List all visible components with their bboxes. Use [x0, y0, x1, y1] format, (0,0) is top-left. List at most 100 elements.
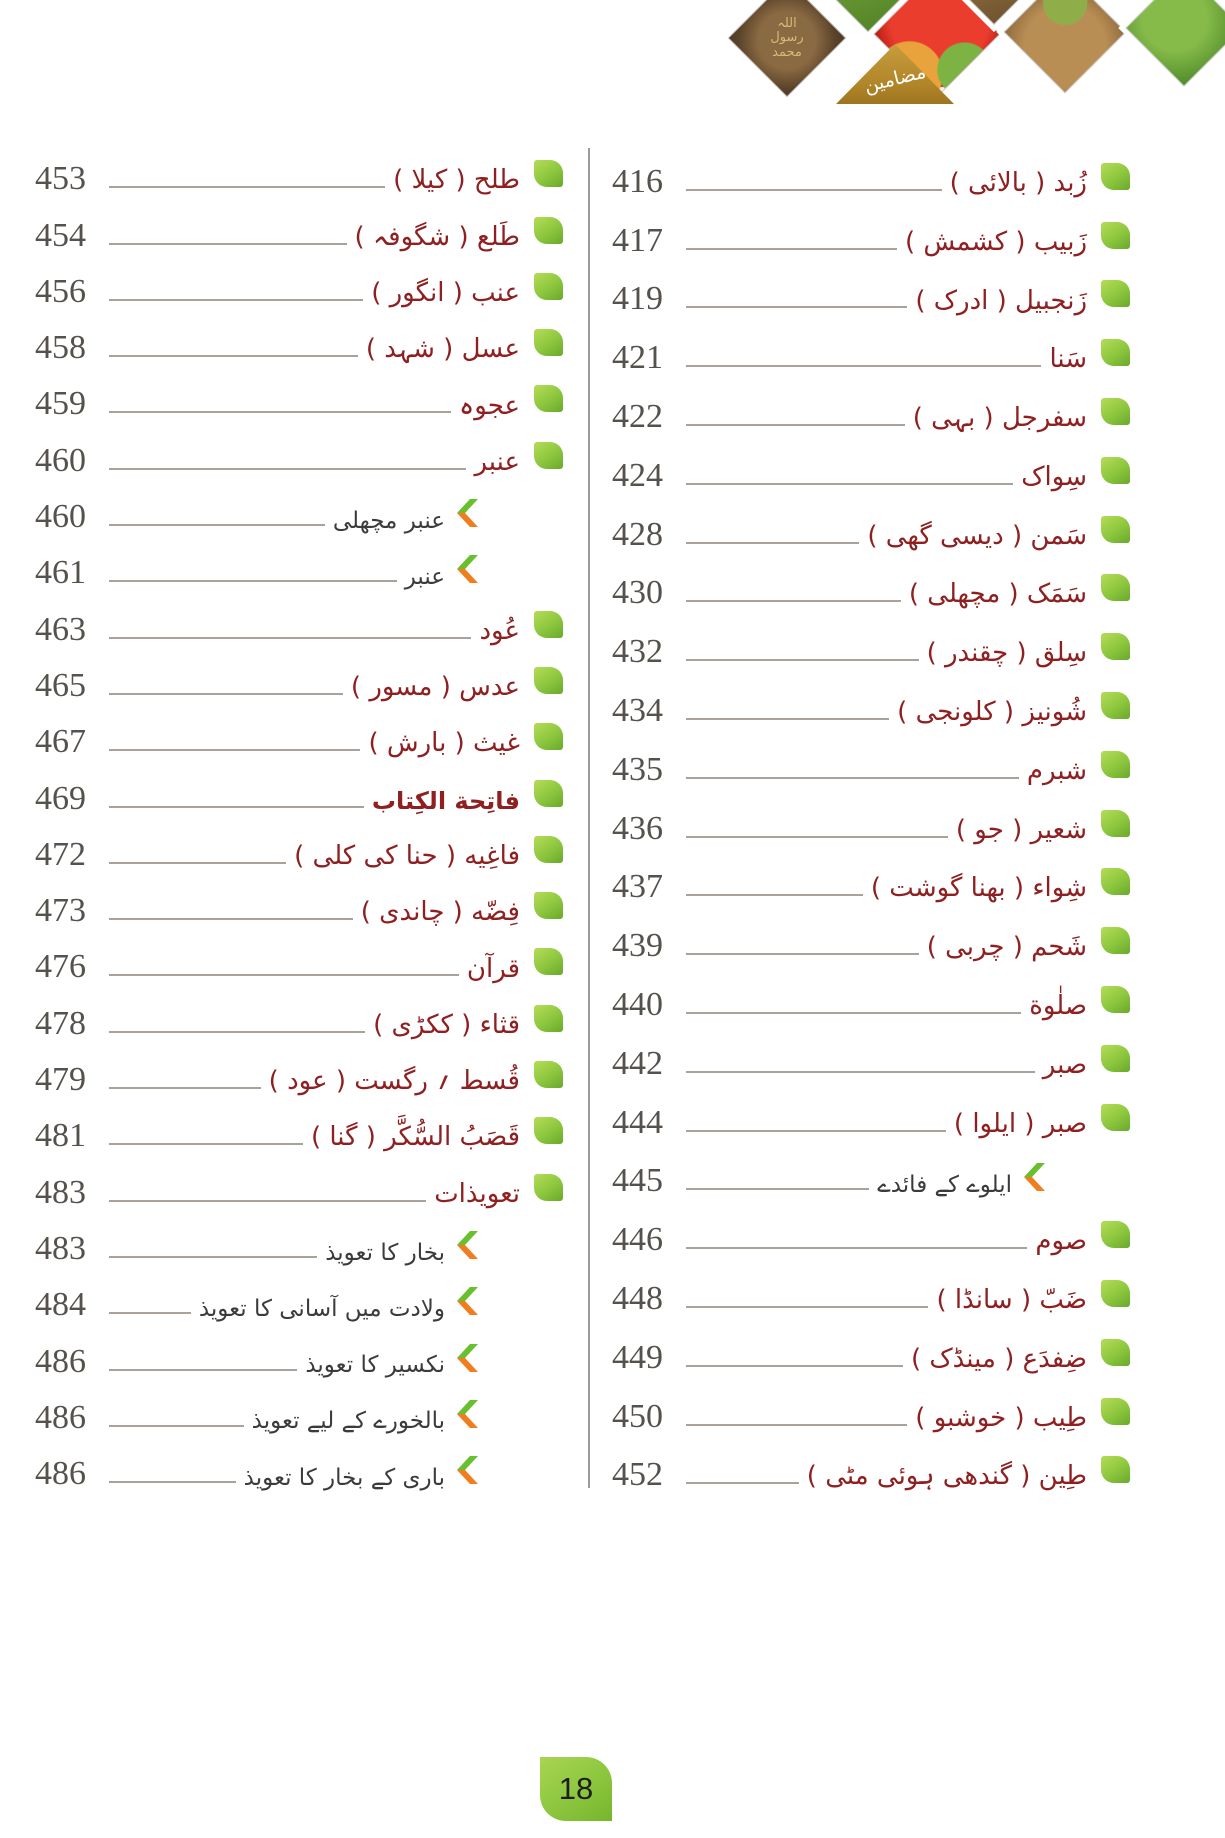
- entry-title: زَبیب ( کشمش ): [905, 226, 1087, 257]
- entry-page-number: 434: [612, 691, 663, 729]
- entry-title: عنبر: [404, 563, 445, 590]
- entry-page-number: 424: [612, 456, 663, 494]
- leader-line: [109, 524, 325, 527]
- toc-entry: 467 غیث ( بارش ): [35, 705, 563, 761]
- leader-line: [109, 918, 353, 921]
- toc-entry: 472 فاغِیه ( حنا کی کلی ): [35, 818, 563, 874]
- leader-line: [686, 659, 919, 662]
- entry-page-number: 442: [612, 1044, 663, 1082]
- leader-line: [686, 1129, 946, 1132]
- entry-title: سفرجل ( بہی ): [912, 403, 1087, 434]
- leaf-bullet-icon: [1101, 1103, 1130, 1131]
- entry-page-number: 428: [612, 515, 663, 553]
- leader-line: [109, 1255, 318, 1258]
- entry-title: طِین ( گندھی ہوئی مٹی ): [806, 1461, 1087, 1492]
- entry-page-number: 437: [612, 868, 663, 906]
- leader-line: [109, 974, 459, 977]
- entry-title: عسل ( شہد ): [365, 334, 520, 365]
- leaf-bullet-icon: [534, 441, 563, 469]
- leader-line: [686, 776, 1019, 779]
- leader-line: [109, 805, 364, 808]
- entry-page-number: 432: [612, 633, 663, 671]
- entry-title: ضَبّ ( سانڈا ): [936, 1285, 1087, 1316]
- entry-page-number: 439: [612, 927, 663, 965]
- entry-title: فاغِیه ( حنا کی کلی ): [294, 840, 520, 871]
- toc-entry: 476 قرآن: [35, 930, 563, 986]
- leader-line: [109, 749, 361, 752]
- toc-entry: 469 فاتِحة الکِتاب: [35, 761, 563, 817]
- leaf-bullet-icon: [534, 610, 563, 638]
- leaf-bullet-icon: [1101, 985, 1130, 1013]
- toc-subentry: 486 نکسیر کا تعویذ: [35, 1324, 563, 1380]
- toc-entry: 449 ضِفدَع ( مینڈک ): [612, 1318, 1130, 1377]
- entry-title: شِواء ( بھنا گوشت ): [870, 873, 1087, 904]
- leader-line: [109, 1368, 298, 1371]
- entry-page-number: 473: [35, 892, 86, 930]
- toc-entry: 446 صوم: [612, 1200, 1130, 1259]
- entry-page-number: 456: [35, 272, 86, 310]
- entry-title: سَمن ( دیسی گھی ): [867, 520, 1087, 551]
- entry-title: بالخورے کے لیے تعویذ: [251, 1408, 445, 1435]
- entry-page-number: 453: [35, 160, 86, 198]
- leaf-bullet-icon: [1101, 633, 1130, 661]
- entry-title: فاتِحة الکِتاب: [371, 786, 520, 815]
- leaf-bullet-icon: [1101, 397, 1130, 425]
- toc-column-left: 453 طلح ( کیلا ) 454 طَلع ( شگوفہ ) 456 عنب (…: [35, 142, 563, 1493]
- toc-entry: 465 عدس ( مسور ): [35, 649, 563, 705]
- toc-entry: 473 فِضّه ( چاندی ): [35, 874, 563, 930]
- entry-page-number: 486: [35, 1398, 86, 1436]
- entry-title: ایلوے کے فائدے: [877, 1171, 1012, 1198]
- leader-line: [109, 861, 287, 864]
- entry-title: ولادت میں آسانی کا تعویذ: [198, 1295, 445, 1322]
- green-herbs-diamond-image: [1125, 0, 1225, 87]
- entry-title: زُبد ( بالائی ): [949, 167, 1087, 198]
- entry-page-number: 481: [35, 1117, 86, 1155]
- entry-title: عدس ( مسور ): [350, 672, 520, 703]
- toc-entry: 452 طِین ( گندھی ہوئی مٹی ): [612, 1436, 1130, 1495]
- toc-entry: 456 عنب ( انگور ): [35, 255, 563, 311]
- leaf-bullet-icon: [1101, 574, 1130, 602]
- toc-subentry: 461 عنبر: [35, 536, 563, 592]
- chevron-icon: [1024, 1162, 1046, 1192]
- leader-line: [686, 835, 948, 838]
- entry-page-number: 444: [612, 1103, 663, 1141]
- toc-entry: 417 زَبیب ( کشمش ): [612, 201, 1130, 260]
- leader-line: [109, 186, 386, 189]
- leader-line: [686, 1070, 1035, 1073]
- leaf-bullet-icon: [534, 666, 563, 694]
- entry-page-number: 440: [612, 985, 663, 1023]
- leader-line: [686, 1305, 929, 1308]
- entry-page-number: 452: [612, 1456, 663, 1494]
- entry-page-number: 463: [35, 610, 86, 648]
- leaf-bullet-icon: [534, 216, 563, 244]
- leaf-bullet-icon: [534, 160, 563, 188]
- toc-entry: 448 ضَبّ ( سانڈا ): [612, 1259, 1130, 1318]
- entry-page-number: 446: [612, 1221, 663, 1259]
- toc-entry: 428 سَمن ( دیسی گھی ): [612, 495, 1130, 554]
- entry-title: سَنا: [1049, 344, 1087, 375]
- entry-title: قرآن: [466, 953, 520, 984]
- leaf-bullet-icon: [1101, 221, 1130, 249]
- leader-line: [686, 717, 890, 720]
- entry-title: تعویذات: [434, 1178, 520, 1209]
- entry-page-number: 460: [35, 498, 86, 536]
- leader-line: [686, 482, 1014, 485]
- entry-title: صبر: [1042, 1049, 1087, 1080]
- leader-line: [109, 1424, 244, 1427]
- entry-title: شبرم: [1026, 755, 1087, 786]
- leader-line: [686, 541, 860, 544]
- leader-line: [686, 1188, 870, 1191]
- leaf-bullet-icon: [1101, 868, 1130, 896]
- leaf-bullet-icon: [1101, 515, 1130, 543]
- prophet-seal-diamond-image: اللہ رسول محمد: [727, 0, 847, 98]
- leaf-bullet-icon: [534, 385, 563, 413]
- leader-line: [686, 247, 897, 250]
- chevron-icon: [457, 1399, 479, 1429]
- leader-line: [109, 636, 472, 639]
- toc-entry: 416 زُبد ( بالائی ): [612, 142, 1130, 201]
- toc-subentry: 486 باری کے بخار کا تعویذ: [35, 1437, 563, 1493]
- toc-entry: 444 صبر ( ایلوا ): [612, 1083, 1130, 1142]
- seal-calligraphy: اللہ رسول محمد: [770, 15, 804, 60]
- entry-page-number: 416: [612, 162, 663, 200]
- leader-line: [686, 1011, 1022, 1014]
